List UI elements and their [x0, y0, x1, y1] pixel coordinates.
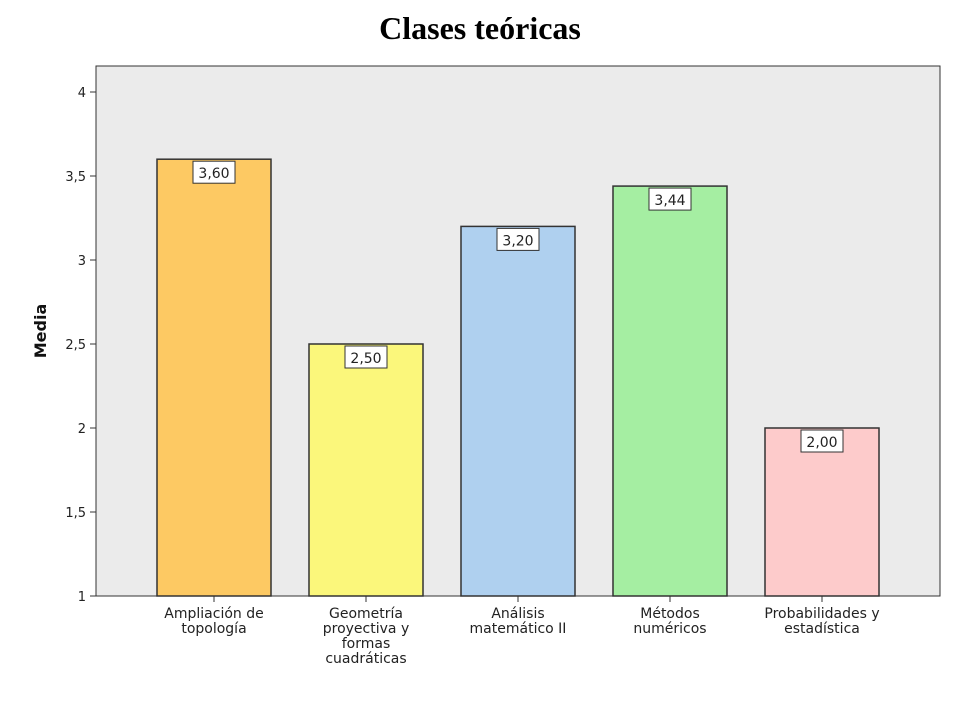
- value-label: 3,60: [198, 166, 229, 182]
- bar: [764, 427, 880, 597]
- category-label-line: proyectiva y: [323, 621, 409, 637]
- bar: [156, 158, 272, 597]
- category-label-line: Métodos: [640, 606, 700, 622]
- value-label: 2,00: [806, 435, 837, 451]
- y-axis: 1 1,5 2 2,5 3 3,5 4: [65, 86, 96, 605]
- category-label-line: matemático II: [470, 621, 567, 637]
- y-tick-label: 3,5: [65, 170, 86, 185]
- category-label-line: topología: [181, 621, 246, 637]
- category-label: Geometría proyectiva y formas cuadráticas: [323, 606, 409, 667]
- bar: [460, 225, 576, 597]
- y-tick-label: 4: [78, 86, 86, 101]
- category-label-line: Análisis: [491, 606, 544, 622]
- y-tick-label: 2,5: [65, 338, 86, 353]
- y-tick-label: 2: [78, 422, 86, 437]
- value-label-box: [648, 187, 692, 211]
- value-label: 3,20: [502, 233, 533, 249]
- value-label: 2,50: [350, 351, 381, 367]
- category-label-line: Geometría: [329, 606, 403, 622]
- chart-title: Clases teóricas: [379, 10, 581, 46]
- category-label-line: Probabilidades y: [764, 606, 879, 622]
- value-label-box: [344, 345, 388, 369]
- value-label-box: [800, 429, 844, 453]
- category-label-line: numéricos: [633, 621, 706, 637]
- bars: 3,60 2,50 3,20 3,44 2,00: [156, 158, 880, 597]
- category-label: Ampliación de topología: [164, 606, 263, 637]
- category-label-line: cuadráticas: [325, 651, 406, 667]
- category-label: Probabilidades y estadística: [764, 606, 879, 637]
- bar: [612, 185, 728, 597]
- x-axis: Ampliación de topología Geometría proyectiv…: [164, 596, 880, 667]
- y-tick-label: 1,5: [65, 506, 86, 521]
- y-axis-title: Media: [31, 304, 50, 359]
- category-label: Análisis matemático II: [470, 606, 567, 637]
- y-tick-label: 3: [78, 254, 86, 269]
- y-tick-label: 1: [78, 590, 86, 605]
- category-label: Métodos numéricos: [633, 606, 706, 637]
- bar: [308, 343, 424, 597]
- category-label-line: formas: [342, 636, 391, 652]
- category-label-line: estadística: [784, 621, 860, 637]
- category-label-line: Ampliación de: [164, 606, 263, 622]
- value-label-box: [192, 160, 236, 184]
- value-label: 3,44: [654, 193, 685, 209]
- value-label-box: [496, 227, 540, 251]
